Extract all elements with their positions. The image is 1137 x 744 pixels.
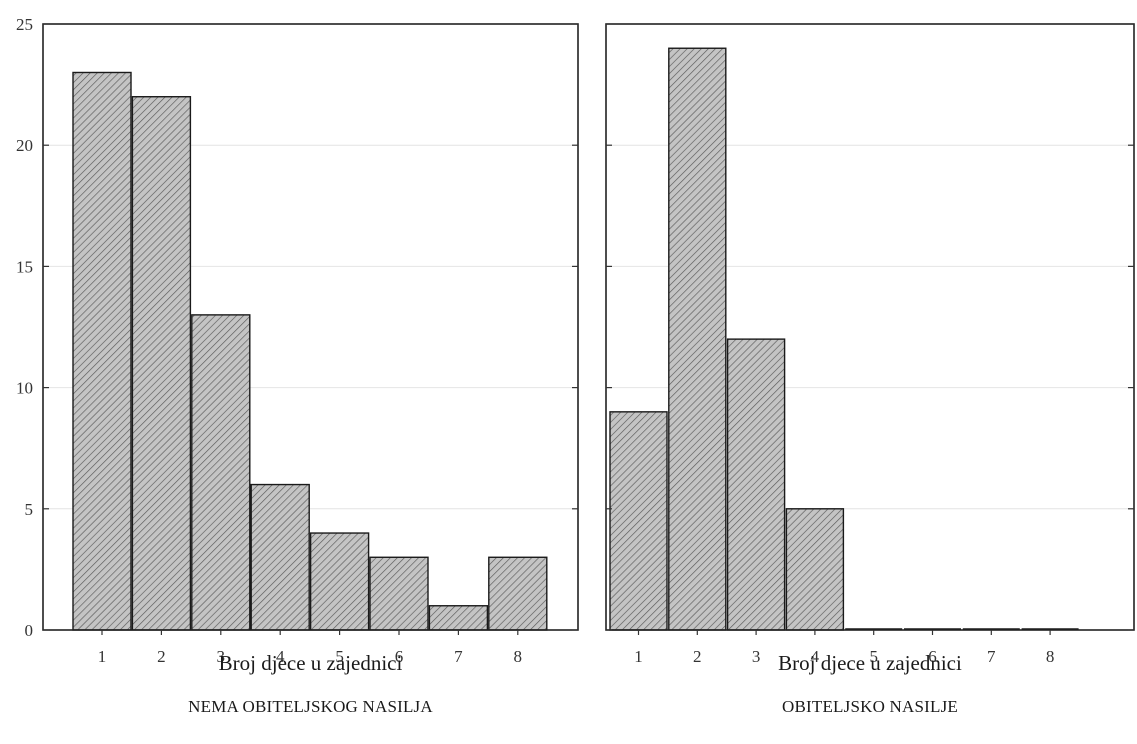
right-x-tick-label: 3 xyxy=(752,647,761,666)
left-bar-7 xyxy=(428,605,489,631)
left-x-tick-label: 1 xyxy=(98,647,107,666)
left-plot-frame xyxy=(42,23,579,631)
right-x-axis-title: Broj djece u zajednici xyxy=(778,651,962,675)
left-bar-5 xyxy=(309,532,370,631)
left-bars xyxy=(72,71,548,631)
right-bars xyxy=(609,47,1079,631)
left-bar-2 xyxy=(131,96,192,631)
right-x-tick-label: 6 xyxy=(928,647,937,666)
left-panel-caption: NEMA OBITELJSKOG NASILJA xyxy=(188,697,433,716)
left-x-axis-title: Broj djece u zajednici xyxy=(219,651,403,675)
left-y-tick-label: 0 xyxy=(25,621,34,640)
left-x-tick-label: 7 xyxy=(454,647,463,666)
right-bar-1 xyxy=(609,411,668,631)
right-bar-2 xyxy=(668,47,727,631)
left-bar-1 xyxy=(72,71,132,631)
left-bar-4 xyxy=(250,483,310,631)
left-chart-panel: 0 5 10 15 20 25 1 2 3 4 5 6 7 8 Broj djece u zajedni… xyxy=(16,15,579,716)
right-x-tick-label: 5 xyxy=(869,647,878,666)
left-x-tick-label: 4 xyxy=(276,647,285,666)
right-x-tick-label: 7 xyxy=(987,647,996,666)
left-x-tick-label: 2 xyxy=(157,647,166,666)
right-y-axis xyxy=(606,23,1134,631)
left-y-tick-label: 20 xyxy=(16,136,33,155)
right-x-tick-label: 1 xyxy=(634,647,643,666)
left-y-tick-label: 25 xyxy=(16,15,33,34)
right-x-tick-label: 4 xyxy=(811,647,820,666)
left-y-tick-label: 10 xyxy=(16,379,33,398)
left-x-axis: 1 2 3 4 5 6 7 8 xyxy=(98,630,522,666)
left-x-tick-label: 5 xyxy=(335,647,344,666)
right-plot-frame xyxy=(605,23,1135,631)
left-x-tick-label: 8 xyxy=(514,647,523,666)
right-chart-panel: 1 2 3 4 5 6 7 8 Broj djece u zajednici OBITELJS… xyxy=(605,23,1135,716)
left-bar-3 xyxy=(191,314,251,631)
left-x-tick-label: 3 xyxy=(217,647,226,666)
right-bar-4 xyxy=(785,508,845,631)
right-bar-3 xyxy=(726,338,786,631)
left-y-tick-label: 5 xyxy=(25,500,34,519)
left-y-axis: 0 5 10 15 20 25 xyxy=(16,15,578,640)
left-y-tick-label: 15 xyxy=(16,257,33,276)
left-x-tick-label: 6 xyxy=(395,647,404,666)
right-panel-caption: OBITELJSKO NASILJE xyxy=(782,697,958,716)
right-x-tick-label: 2 xyxy=(693,647,702,666)
left-bar-8 xyxy=(488,556,548,631)
right-x-tick-label: 8 xyxy=(1046,647,1055,666)
left-bar-6 xyxy=(369,556,429,631)
right-x-axis: 1 2 3 4 5 6 7 8 xyxy=(634,630,1054,666)
